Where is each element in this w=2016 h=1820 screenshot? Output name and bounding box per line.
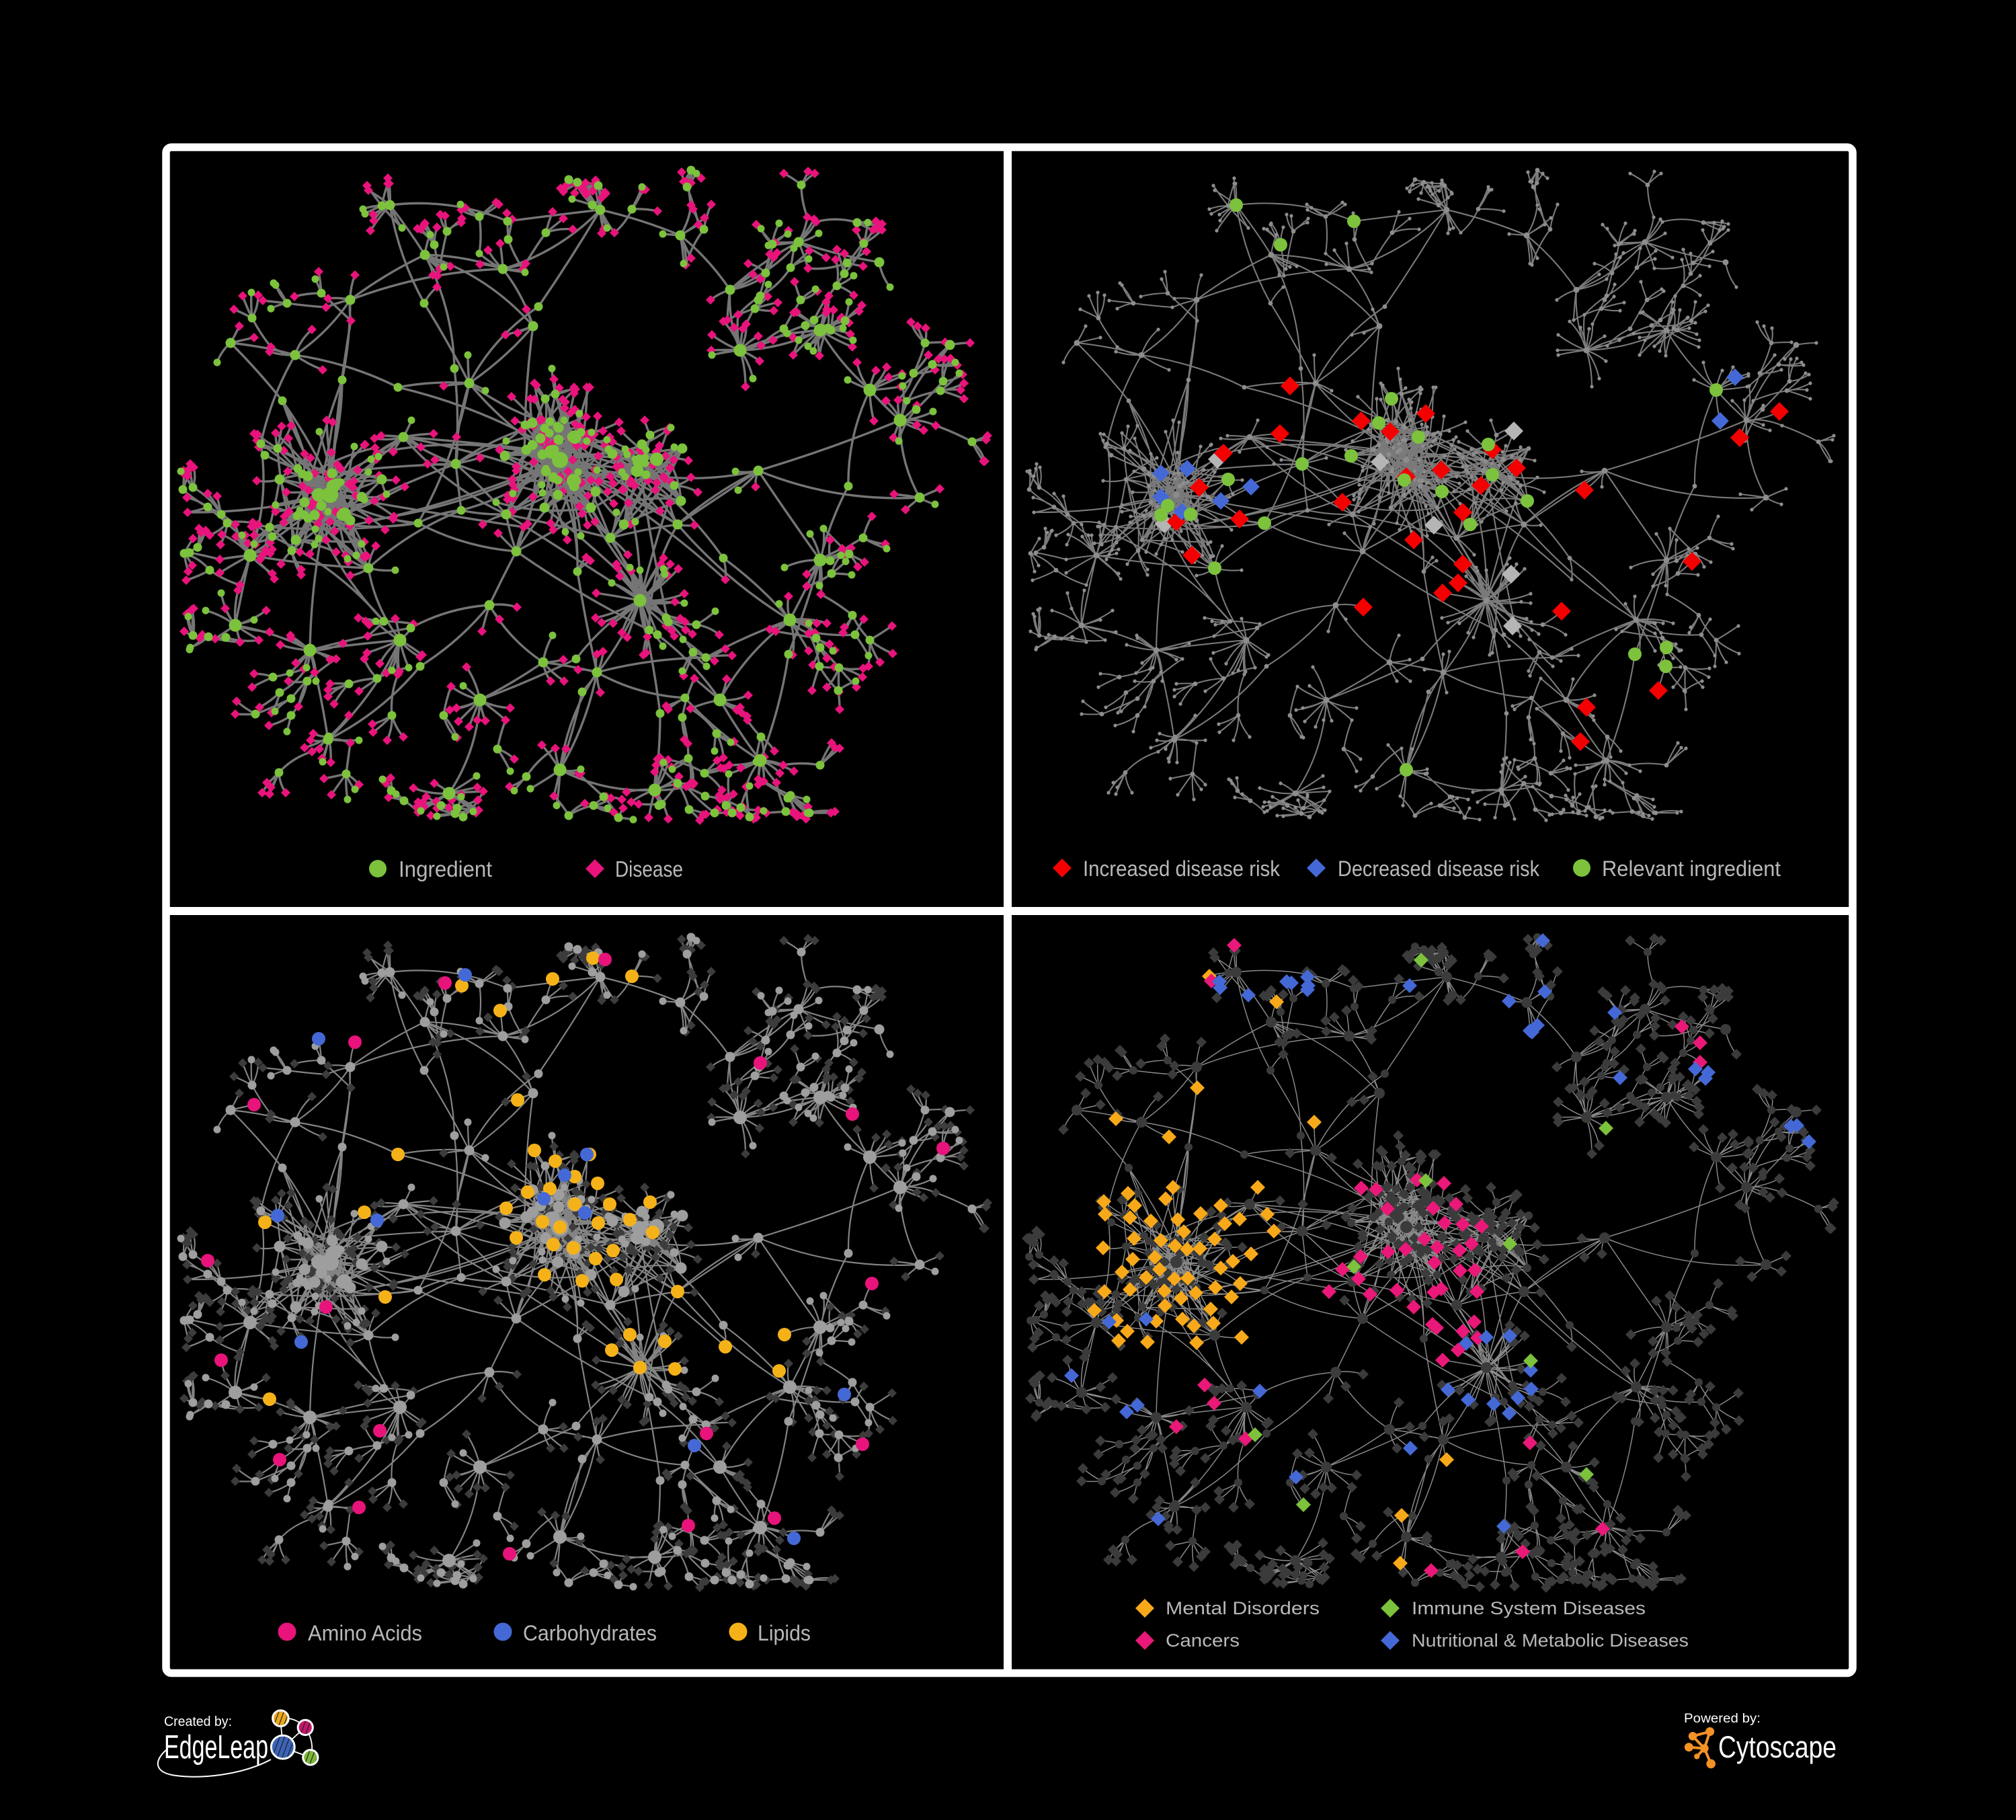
svg-text:Increased disease risk: Increased disease risk [1083, 857, 1281, 881]
svg-text:Lipids: Lipids [758, 1621, 811, 1645]
svg-text:Cancers: Cancers [1166, 1630, 1240, 1651]
svg-text:Relevant ingredient: Relevant ingredient [1602, 857, 1781, 881]
svg-text:Amino Acids: Amino Acids [308, 1621, 422, 1645]
svg-text:Immune System Diseases: Immune System Diseases [1412, 1598, 1646, 1618]
svg-text:Carbohydrates: Carbohydrates [523, 1621, 657, 1645]
svg-text:Nutritional & Metabolic Diseas: Nutritional & Metabolic Diseases [1412, 1630, 1689, 1651]
svg-text:EdgeLeap: EdgeLeap [164, 1729, 268, 1766]
svg-text:Disease: Disease [615, 857, 683, 881]
svg-text:Decreased disease risk: Decreased disease risk [1338, 857, 1540, 881]
svg-text:Ingredient: Ingredient [399, 857, 492, 881]
svg-text:Mental Disorders: Mental Disorders [1166, 1598, 1320, 1618]
svg-text:Powered by:: Powered by: [1684, 1712, 1761, 1726]
svg-text:Cytoscape: Cytoscape [1718, 1730, 1837, 1764]
svg-text:Created by:: Created by: [164, 1714, 232, 1729]
